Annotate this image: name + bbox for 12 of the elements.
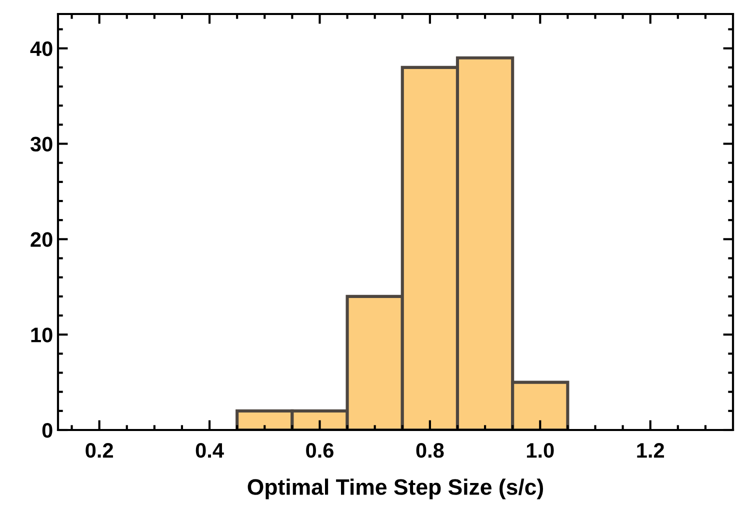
x-tick-label: 0.4 bbox=[196, 443, 224, 458]
x-tick-label: 0.6 bbox=[306, 443, 334, 458]
x-tick-label: 1.0 bbox=[526, 443, 554, 458]
y-tick-label: 40 bbox=[30, 41, 52, 56]
y-tick-label: 10 bbox=[31, 328, 52, 342]
x-tick-label: 0.8 bbox=[416, 443, 444, 458]
x-tick-label: 1.2 bbox=[637, 443, 664, 458]
y-tick-label: 20 bbox=[30, 232, 52, 247]
y-tick-label: 0 bbox=[42, 423, 52, 438]
x-tick-label: 0.2 bbox=[86, 443, 113, 458]
y-tick-label: 30 bbox=[30, 136, 52, 152]
x-axis-title: Optimal Time Step Size (s/c) bbox=[248, 478, 544, 500]
